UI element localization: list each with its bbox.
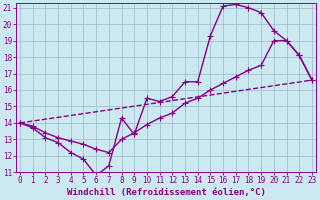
X-axis label: Windchill (Refroidissement éolien,°C): Windchill (Refroidissement éolien,°C) [67, 188, 265, 197]
